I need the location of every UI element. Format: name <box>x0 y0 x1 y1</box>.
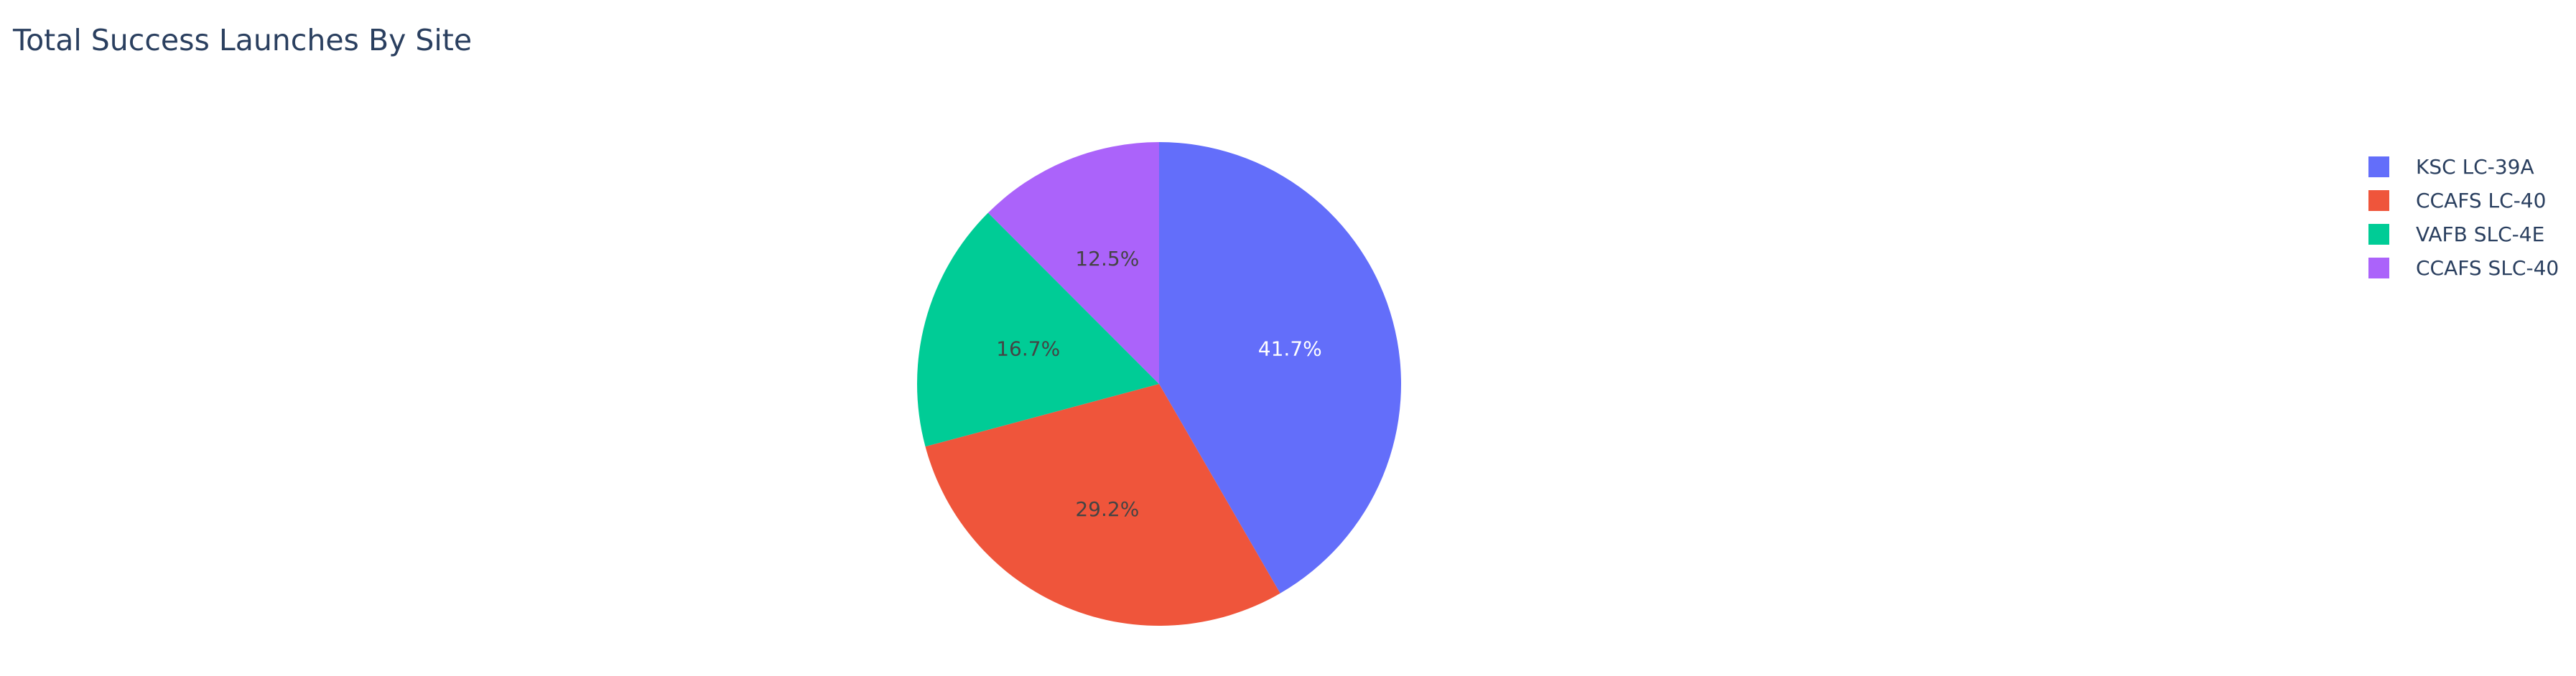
pie-slice-ccafs-slc-40[interactable] <box>987 142 1159 384</box>
legend-item-ksc-lc-39a[interactable]: KSC LC-39A <box>2368 155 2534 179</box>
chart-title: Total Success Launches By Site <box>12 23 472 57</box>
legend-label: CCAFS LC-40 <box>2416 189 2546 212</box>
legend-swatch <box>2368 190 2389 211</box>
legend-item-ccafs-lc-40[interactable]: CCAFS LC-40 <box>2368 189 2546 212</box>
pie-slice-label-ccafs-slc-40: 12.5% <box>1075 247 1139 271</box>
pie-slice-ksc-lc-39a[interactable] <box>1159 142 1401 593</box>
pie-slice-label-ksc-lc-39a: 41.7% <box>1258 337 1322 361</box>
legend-label: KSC LC-39A <box>2416 155 2534 179</box>
legend-swatch <box>2368 258 2389 278</box>
legend-swatch <box>2368 156 2389 177</box>
pie: 41.7% 29.2% 16.7% 12.5% <box>917 142 1401 626</box>
pie-slice-label-ccafs-lc-40: 29.2% <box>1075 497 1139 521</box>
legend-item-ccafs-slc-40[interactable]: CCAFS SLC-40 <box>2368 256 2559 280</box>
legend-swatch <box>2368 224 2389 245</box>
legend-item-vafb-slc-4e[interactable]: VAFB SLC-4E <box>2368 222 2544 246</box>
legend-label: CCAFS SLC-40 <box>2416 256 2559 280</box>
pie-slice-label-vafb-slc-4e: 16.7% <box>996 337 1060 361</box>
pie-slice-vafb-slc-4e[interactable] <box>917 212 1159 447</box>
legend-label: VAFB SLC-4E <box>2416 222 2544 246</box>
pie-slice-ccafs-lc-40[interactable] <box>925 384 1280 626</box>
legend: KSC LC-39A CCAFS LC-40 VAFB SLC-4E CCAFS SL… <box>2368 155 2559 280</box>
